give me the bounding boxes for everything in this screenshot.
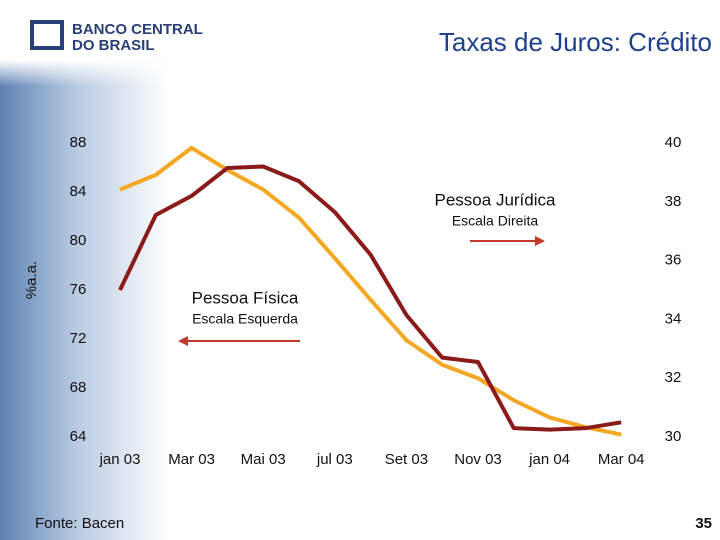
logo-text: BANCO CENTRAL: [72, 21, 203, 38]
page-number: 35: [695, 515, 712, 532]
x-tick-label: jan 04: [529, 451, 571, 468]
x-tick-label: Nov 03: [454, 451, 502, 468]
arrow-head: [178, 336, 188, 346]
series-line: [119, 145, 622, 437]
x-tick-label: jul 03: [316, 451, 353, 468]
series-line: [118, 164, 622, 432]
y-axis-label: %a.a.: [23, 261, 40, 299]
x-tick-label: Set 03: [384, 451, 429, 468]
y2-tick-label: 32: [665, 369, 682, 386]
x-tick-label: jan 03: [99, 451, 141, 468]
series-label: Pessoa Física: [192, 288, 299, 307]
series-label: Pessoa Jurídica: [435, 190, 556, 209]
y2-tick-label: 38: [665, 193, 682, 210]
y-tick-label: 72: [70, 330, 87, 347]
y2-tick-label: 34: [665, 310, 682, 327]
scale-note: Escala Esquerda: [192, 311, 298, 327]
y-tick-label: 84: [70, 183, 87, 200]
y2-tick-label: 40: [665, 134, 682, 151]
source: Fonte: Bacen: [35, 515, 124, 532]
chart-title: Taxas de Juros: Crédito: [439, 27, 712, 57]
y2-tick-label: 30: [665, 428, 682, 445]
x-tick-label: Mar 04: [597, 451, 645, 468]
x-tick-label: Mar 03: [168, 451, 215, 468]
scale-note: Escala Direita: [452, 213, 539, 229]
x-tick-label: Mai 03: [240, 451, 286, 468]
logo-text: DO BRASIL: [72, 37, 155, 54]
y-tick-label: 64: [70, 428, 87, 445]
logo: BANCO CENTRAL DO BRASIL: [30, 20, 203, 54]
y-tick-label: 68: [70, 379, 87, 396]
y2-tick-label: 36: [665, 252, 682, 269]
arrow-head: [535, 236, 545, 246]
y-tick-label: 88: [70, 134, 87, 151]
background-fade: [0, 60, 170, 180]
y-tick-label: 80: [70, 232, 87, 249]
y-tick-label: 76: [70, 281, 87, 298]
